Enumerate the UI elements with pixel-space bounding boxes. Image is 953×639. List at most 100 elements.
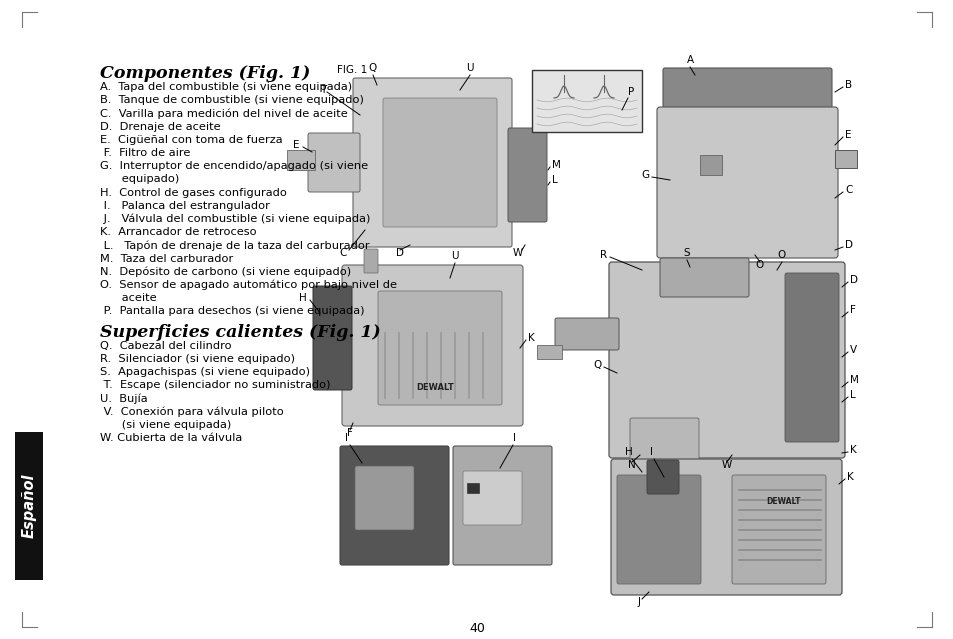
Text: O.  Sensor de apagado automático por bajo nivel de: O. Sensor de apagado automático por bajo… [100,280,396,291]
FancyBboxPatch shape [659,258,748,297]
Text: Q.  Cabezal del cilindro: Q. Cabezal del cilindro [100,341,232,351]
FancyBboxPatch shape [646,460,679,494]
Text: E.  Cigüeñal con toma de fuerza: E. Cigüeñal con toma de fuerza [100,135,282,145]
Text: J: J [637,597,639,607]
FancyBboxPatch shape [339,446,449,565]
Text: R: R [599,250,606,260]
Text: N: N [627,460,636,470]
Bar [834,150,856,168]
Text: W. Cubierta de la válvula: W. Cubierta de la válvula [100,433,242,443]
Text: aceite: aceite [100,293,156,303]
Text: P.  Pantalla para desechos (si viene equipada): P. Pantalla para desechos (si viene equi… [100,306,364,316]
FancyBboxPatch shape [364,249,377,273]
Text: K: K [527,333,535,343]
Text: DEWALT: DEWALT [416,383,454,392]
FancyBboxPatch shape [453,446,552,565]
Text: F: F [849,305,855,315]
Text: D: D [395,248,403,258]
Text: V: V [849,345,856,355]
Text: P: P [627,87,634,97]
Text: B: B [844,80,851,90]
FancyBboxPatch shape [353,78,512,247]
FancyBboxPatch shape [382,98,497,227]
Text: C: C [844,185,851,195]
FancyBboxPatch shape [617,475,700,584]
Text: G.  Interruptor de encendido/apagado (si viene: G. Interruptor de encendido/apagado (si … [100,161,368,171]
Text: E: E [844,130,851,140]
FancyBboxPatch shape [341,265,522,426]
Text: (si viene equipada): (si viene equipada) [100,420,231,430]
Text: L: L [849,390,855,400]
Text: M: M [552,160,560,170]
FancyBboxPatch shape [308,133,359,192]
Text: Español: Español [22,473,36,538]
Text: equipado): equipado) [100,174,179,185]
Text: Componentes (Fig. 1): Componentes (Fig. 1) [100,65,310,82]
Text: U: U [451,251,458,261]
FancyBboxPatch shape [507,128,546,222]
Text: U: U [466,63,474,73]
Text: K: K [849,445,856,455]
Text: M.  Taza del carburador: M. Taza del carburador [100,254,233,264]
Text: K: K [846,472,853,482]
Text: H: H [624,447,632,457]
FancyBboxPatch shape [377,291,501,405]
Text: DEWALT: DEWALT [766,498,801,507]
Text: T: T [319,85,326,95]
Text: FIG. 1: FIG. 1 [336,65,367,75]
Text: M: M [849,375,858,385]
Text: H.  Control de gases configurado: H. Control de gases configurado [100,188,287,197]
Bar [700,155,721,175]
Text: E: E [294,140,299,150]
Text: I: I [650,447,653,457]
Text: I.   Palanca del estrangulador: I. Palanca del estrangulador [100,201,270,211]
Text: S.  Apagachispas (si viene equipado): S. Apagachispas (si viene equipado) [100,367,310,377]
Text: C.  Varilla para medición del nivel de aceite: C. Varilla para medición del nivel de ac… [100,109,348,119]
FancyBboxPatch shape [555,318,618,350]
Text: V.  Conexión para válvula piloto: V. Conexión para válvula piloto [100,406,283,417]
Text: 40: 40 [469,622,484,635]
Text: U.  Bujía: U. Bujía [100,394,148,404]
FancyBboxPatch shape [608,262,844,458]
Text: I: I [345,433,348,443]
Text: Superficies calientes (Fig. 1): Superficies calientes (Fig. 1) [100,323,380,341]
Text: H: H [299,293,307,303]
Text: N.  Depósito de carbono (si viene equipado): N. Depósito de carbono (si viene equipad… [100,267,351,277]
Bar [537,345,561,359]
Text: O: O [777,250,785,260]
Bar [532,70,641,132]
Text: W: W [513,248,522,258]
FancyBboxPatch shape [355,466,414,530]
FancyBboxPatch shape [313,286,352,390]
Text: L.   Tapón de drenaje de la taza del carburador: L. Tapón de drenaje de la taza del carbu… [100,240,369,251]
Text: G: G [641,170,649,180]
Bar [15,432,43,580]
Text: A.  Tapa del combustible (si viene equipada): A. Tapa del combustible (si viene equipa… [100,82,352,92]
Text: D: D [844,240,852,250]
FancyBboxPatch shape [462,471,521,525]
FancyBboxPatch shape [662,68,831,122]
Text: A: A [686,55,693,65]
Text: R.  Silenciador (si viene equipado): R. Silenciador (si viene equipado) [100,354,294,364]
Text: I: I [513,433,516,443]
FancyBboxPatch shape [731,475,825,584]
Text: F: F [347,428,353,438]
Text: B.  Tanque de combustible (si viene equipado): B. Tanque de combustible (si viene equip… [100,95,363,105]
Text: W: W [721,460,731,470]
Text: D: D [849,275,857,285]
Text: Q: Q [369,63,376,73]
FancyBboxPatch shape [784,273,838,442]
Text: Q: Q [593,360,601,370]
Text: L: L [552,175,558,185]
FancyBboxPatch shape [657,107,837,258]
Text: D.  Drenaje de aceite: D. Drenaje de aceite [100,121,220,132]
Text: J.   Válvula del combustible (si viene equipada): J. Válvula del combustible (si viene equ… [100,214,370,224]
Text: F.  Filtro de aire: F. Filtro de aire [100,148,191,158]
Bar [287,150,314,170]
Text: S: S [683,248,690,258]
Text: K.  Arrancador de retroceso: K. Arrancador de retroceso [100,227,256,237]
Bar [467,483,478,493]
Text: O: O [755,260,763,270]
Text: C: C [339,248,346,258]
Text: T.  Escape (silenciador no suministrado): T. Escape (silenciador no suministrado) [100,380,330,390]
